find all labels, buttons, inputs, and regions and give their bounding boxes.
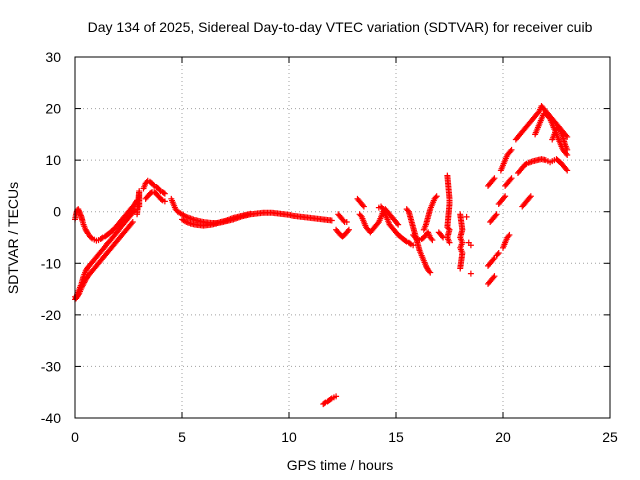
axis-ticks: 0 5 10 15 20 25 -40 -30 -20 -10 0 10 20 30 xyxy=(41,49,618,445)
data-point xyxy=(467,270,474,277)
data-point xyxy=(501,194,508,201)
data-point xyxy=(494,251,501,258)
data-point xyxy=(505,233,512,240)
data-point xyxy=(507,148,514,155)
data-points xyxy=(72,102,571,408)
data-point xyxy=(344,228,351,235)
data-point xyxy=(328,217,335,224)
data-point xyxy=(158,196,165,203)
data-point xyxy=(457,265,464,272)
data-point xyxy=(88,234,95,241)
data-point xyxy=(535,109,542,116)
data-point xyxy=(379,204,386,211)
data-point xyxy=(360,203,367,210)
data-point xyxy=(150,181,157,188)
data-point xyxy=(359,202,366,209)
data-point xyxy=(490,176,497,183)
plot-frame xyxy=(74,56,611,419)
data-point xyxy=(433,193,440,200)
y-tick-label: -30 xyxy=(41,358,61,374)
data-point xyxy=(491,273,498,280)
data-point xyxy=(374,220,381,227)
data-point xyxy=(156,186,163,193)
data-point xyxy=(463,213,470,220)
grid-lines xyxy=(75,57,610,418)
y-axis-label: SDTVAR / TECUs xyxy=(5,182,21,294)
data-point xyxy=(507,176,514,183)
data-point xyxy=(357,212,364,219)
data-point xyxy=(429,237,436,244)
data-point xyxy=(406,240,413,247)
data-point xyxy=(526,194,533,201)
data-point xyxy=(321,400,328,407)
data-point xyxy=(136,203,143,210)
data-point xyxy=(394,220,401,227)
data-point xyxy=(402,237,409,244)
data-point xyxy=(427,269,434,276)
data-point xyxy=(340,217,347,224)
data-point xyxy=(546,114,553,121)
data-point xyxy=(439,233,446,240)
data-point xyxy=(522,161,529,168)
y-tick-label: 30 xyxy=(45,49,61,65)
data-point xyxy=(129,219,136,226)
data-point xyxy=(413,235,420,242)
data-point xyxy=(492,212,499,219)
data-point xyxy=(490,274,497,281)
data-point xyxy=(563,166,570,173)
data-point xyxy=(491,175,498,182)
x-tick-label: 5 xyxy=(178,429,186,445)
data-point xyxy=(160,189,167,196)
data-point xyxy=(564,151,571,158)
data-point xyxy=(446,239,453,246)
y-tick-label: 10 xyxy=(45,152,61,168)
data-point xyxy=(161,190,168,197)
data-point xyxy=(502,193,509,200)
x-tick-label: 20 xyxy=(495,429,511,445)
data-point xyxy=(327,396,334,403)
data-point xyxy=(493,211,500,218)
y-tick-label: -20 xyxy=(41,307,61,323)
data-point xyxy=(490,256,497,263)
data-point xyxy=(128,220,135,227)
x-tick-label: 0 xyxy=(71,429,79,445)
x-tick-label: 15 xyxy=(388,429,404,445)
data-point xyxy=(527,193,534,200)
data-point xyxy=(508,175,515,182)
data-point xyxy=(161,198,168,205)
y-tick-label: -40 xyxy=(41,410,61,426)
chart-title: Day 134 of 2025, Sidereal Day-to-day VTE… xyxy=(88,19,593,35)
data-point xyxy=(432,194,439,201)
y-tick-label: 0 xyxy=(53,204,61,220)
data-point xyxy=(564,146,571,153)
data-point xyxy=(467,242,474,249)
data-point xyxy=(563,150,570,157)
data-point xyxy=(247,210,254,217)
data-point xyxy=(508,146,515,153)
data-point xyxy=(98,235,105,242)
data-point xyxy=(395,221,402,228)
data-point xyxy=(343,219,350,226)
y-tick-label: 20 xyxy=(45,101,61,117)
x-axis-label: GPS time / hours xyxy=(287,457,394,473)
data-point xyxy=(426,268,433,275)
data-point xyxy=(333,393,340,400)
y-tick-label: -10 xyxy=(41,255,61,271)
data-point xyxy=(564,167,571,174)
data-point xyxy=(428,235,435,242)
data-point xyxy=(495,249,502,256)
x-tick-label: 10 xyxy=(281,429,297,445)
data-point xyxy=(410,242,417,249)
data-point xyxy=(506,231,513,238)
x-tick-label: 25 xyxy=(602,429,618,445)
data-point xyxy=(345,226,352,233)
